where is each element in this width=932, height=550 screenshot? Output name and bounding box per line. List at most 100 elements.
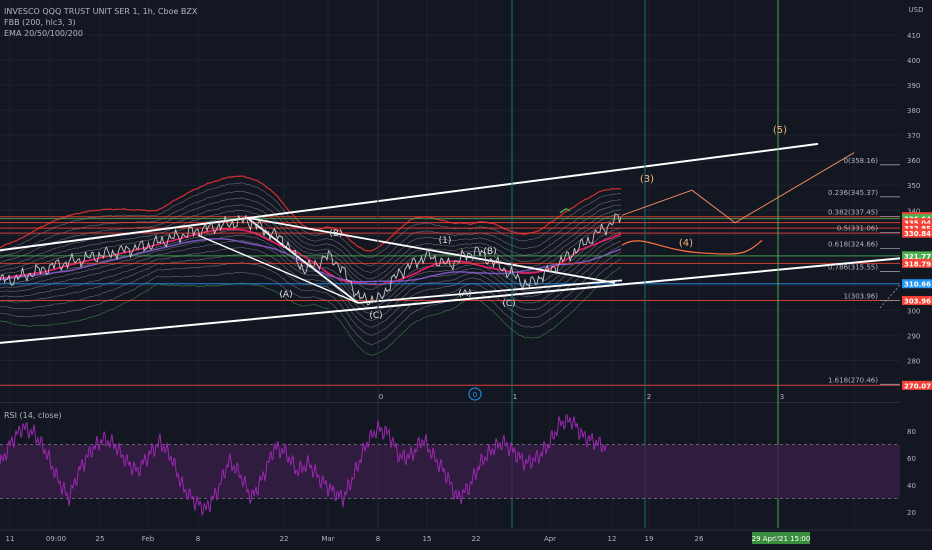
wave-label: (A): [279, 290, 292, 300]
wave-a-line: [197, 234, 359, 304]
wave-label: (5): [773, 125, 787, 136]
price-tick-label: 380: [907, 107, 920, 115]
upper-band-line: [0, 175, 622, 252]
descending-line: [246, 216, 616, 284]
fib-label: 1(303.96): [844, 292, 879, 300]
wave-label: (4): [679, 238, 693, 249]
price-tick-label: 390: [907, 82, 920, 90]
time-tick-label: 19: [645, 535, 654, 543]
time-tick-label: 25: [96, 535, 105, 543]
crosshair-date-bg: [752, 532, 810, 544]
time-tick-label: Feb: [142, 535, 155, 543]
projection-path: [621, 152, 855, 224]
wave-label: (1): [439, 236, 452, 246]
fib-label: 0.5(331.06): [837, 225, 878, 233]
time-tick-label: 22: [280, 535, 289, 543]
price-tick-label: 300: [907, 307, 920, 315]
price-label-bg: [902, 228, 932, 238]
price-label: 303.96: [904, 297, 931, 305]
price-label: 270.07: [904, 382, 931, 390]
rsi-indicator-label[interactable]: RSI (14, close): [4, 411, 62, 420]
cycle-label: 2: [647, 393, 651, 401]
price-line: [0, 213, 622, 306]
price-tick-label: 360: [907, 157, 920, 165]
currency-label: USD: [909, 6, 924, 14]
price-tick-label: 410: [907, 32, 920, 40]
price-label-bg: [902, 295, 932, 305]
wave-label: (C): [502, 299, 515, 309]
price-label: 321.77: [904, 253, 931, 261]
fbb-indicator-label[interactable]: FBB (200, hlc3, 3): [4, 18, 76, 27]
price-tick-label: 370: [907, 132, 920, 140]
price-label: 310.66: [904, 281, 931, 289]
time-tick-label: 09:00: [46, 535, 66, 543]
time-axis[interactable]: 11 09:00 25 Feb 8 22 Mar 8 15 22 Apr 12 19 26 29 Apr '…: [0, 529, 932, 550]
price-tick-label: 280: [907, 357, 920, 365]
price-label-bg: [902, 223, 932, 233]
band-line: [0, 215, 621, 291]
wave-label: (A): [458, 289, 471, 299]
rsi-tick-label: 20: [907, 509, 916, 517]
rsi-band: [0, 444, 900, 499]
price-tick-label: 290: [907, 332, 920, 340]
wave-label: (B): [483, 247, 496, 257]
chart-annotations: (A) (B) (C) (1) (B) (A) (C) (3) (4) (5) 0 1 2 3 0 0(358…: [279, 125, 878, 401]
fib-label: 0.786(315.55): [828, 263, 878, 271]
upper-channel-line: [0, 142, 819, 252]
price-tick-label: 340: [907, 207, 920, 215]
fib-label: 0.618(324.66): [828, 241, 878, 249]
price-label-bg: [902, 279, 932, 289]
cycle-label: 0: [379, 393, 383, 401]
rsi-tick-label: 40: [907, 482, 916, 490]
price-label-bg: [902, 218, 932, 228]
cycle-marker-label: 0: [473, 391, 477, 399]
time-tick-label: 8: [196, 535, 200, 543]
time-tick-label: 15: [423, 535, 432, 543]
crosshair-date-label: 29 Apr '21 15:00: [752, 535, 811, 543]
price-label-bg: [902, 380, 932, 390]
time-tick-label: 10: [774, 535, 783, 543]
rsi-tick-label: 80: [907, 428, 916, 436]
band-line: [0, 245, 622, 328]
price-tick-label: 350: [907, 182, 920, 190]
fib-label: 1.618(270.46): [828, 376, 878, 384]
price-label-bg: [902, 251, 932, 261]
band-line: [0, 251, 622, 336]
cycle-label: 1: [513, 393, 517, 401]
band-line: [0, 182, 622, 258]
pane-divider: [0, 402, 932, 403]
rsi-line: [0, 413, 607, 517]
band-line: [0, 266, 622, 356]
rsi-pane: [0, 413, 900, 517]
rsi-tick-label: 60: [907, 455, 916, 463]
time-axis-bg: [0, 530, 932, 550]
symbol-title: INVESCO QQQ TRUST UNIT SER 1, 1h, Cboe B…: [4, 7, 198, 16]
trend-lines: [0, 0, 932, 528]
cycle-label: 3: [780, 393, 784, 401]
projected-ema: [621, 239, 763, 255]
band-line: [0, 197, 622, 273]
checkmark-icon: [559, 207, 571, 214]
time-tick-label: Apr: [544, 535, 556, 543]
chart-legend: INVESCO QQQ TRUST UNIT SER 1, 1h, Cboe B…: [4, 6, 197, 39]
cycle-marker-icon: [468, 387, 482, 401]
lower-channel-line: [0, 254, 932, 344]
fib-label: 0(358.16): [844, 157, 879, 165]
time-tick-label: 11: [6, 535, 15, 543]
horizontal-levels: [0, 164, 900, 386]
price-label: 330.84: [904, 230, 931, 238]
time-tick-label: 8: [376, 535, 380, 543]
time-tick-label: 12: [608, 535, 617, 543]
wave-label: (C): [369, 311, 382, 321]
time-tick-label: Mar: [321, 535, 334, 543]
fib-label: 0.382(337.45): [828, 209, 878, 217]
price-label-bg: [902, 258, 932, 268]
price-label: 318.79: [904, 260, 931, 268]
wave-label: (3): [640, 174, 654, 185]
wave-label: (B): [329, 229, 342, 239]
fib-label: 0.236(345.37): [828, 189, 878, 197]
price-axis[interactable]: USD280290300340350360370380390400410337.…: [900, 0, 932, 528]
time-tick-label: 26: [695, 535, 704, 543]
ema-indicator-label[interactable]: EMA 20/50/100/200: [4, 29, 83, 38]
